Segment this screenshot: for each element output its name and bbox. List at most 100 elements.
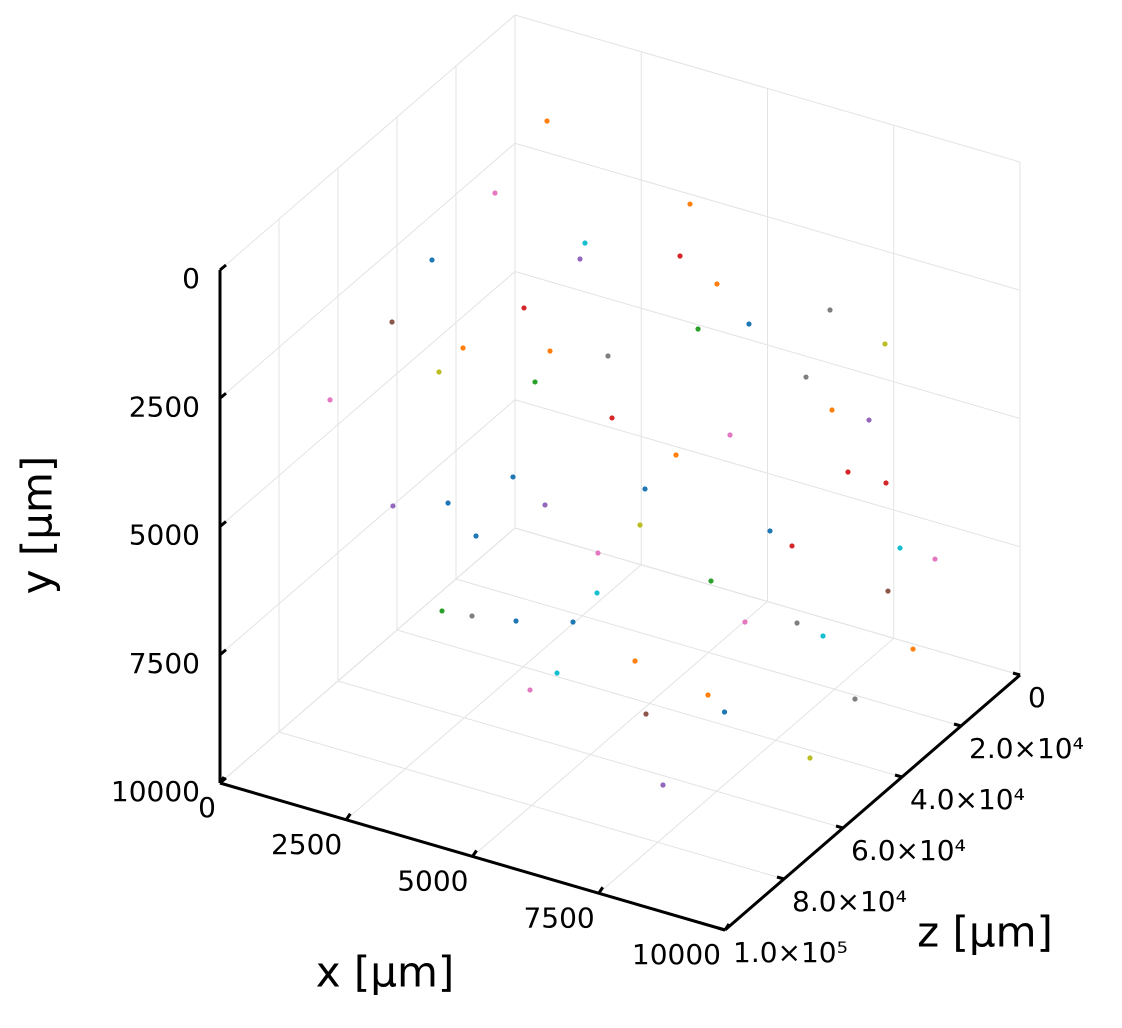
y-tick-label: 7500 xyxy=(129,647,200,680)
point xyxy=(547,348,553,354)
point xyxy=(687,201,693,207)
tick-mark xyxy=(717,926,726,932)
point xyxy=(436,369,442,375)
grid-line xyxy=(337,680,844,829)
point xyxy=(807,755,813,761)
point xyxy=(721,709,728,715)
tick-mark xyxy=(776,875,785,881)
tick-mark xyxy=(835,824,844,830)
z-axis-title: z [μm] xyxy=(917,908,1053,957)
tick-mark xyxy=(219,648,227,656)
point xyxy=(390,503,396,509)
point xyxy=(513,618,519,624)
point xyxy=(866,417,872,423)
x-tick-label: 0 xyxy=(198,791,216,824)
z-tick-label: 2.0×10⁴ xyxy=(969,732,1084,765)
point xyxy=(742,619,748,625)
grid-line xyxy=(396,629,903,778)
grid-line xyxy=(514,142,1021,291)
point xyxy=(660,782,666,788)
point xyxy=(708,578,714,584)
y-tick-label: 0 xyxy=(182,262,200,295)
grid-line xyxy=(472,601,768,857)
point xyxy=(885,588,891,594)
tick-mark xyxy=(218,776,226,784)
grid-line xyxy=(514,271,1021,419)
point xyxy=(554,670,560,676)
tick-mark xyxy=(597,886,604,895)
point xyxy=(594,590,600,596)
point xyxy=(637,522,643,528)
point xyxy=(845,469,851,475)
x-tick-label: 7500 xyxy=(523,901,594,934)
point xyxy=(532,379,538,385)
tick-mark xyxy=(219,392,227,400)
point xyxy=(897,545,903,551)
x-tick-label: 5000 xyxy=(397,865,468,898)
point xyxy=(882,341,888,347)
z-tick-label: 8.0×10⁴ xyxy=(792,885,907,918)
tick-mark xyxy=(723,923,731,931)
x-axis-title: x [μm] xyxy=(316,948,455,997)
tick-mark xyxy=(471,849,478,858)
point xyxy=(727,432,733,438)
point xyxy=(746,321,752,327)
point xyxy=(609,415,615,421)
grid-line xyxy=(219,14,516,271)
y-axis-title: y [μm] xyxy=(13,456,62,595)
point xyxy=(789,543,795,549)
grid-line xyxy=(455,578,962,727)
point xyxy=(445,500,451,506)
point xyxy=(794,620,800,626)
grid-line xyxy=(219,399,516,656)
point xyxy=(643,711,649,717)
point xyxy=(829,407,835,413)
point xyxy=(883,480,889,486)
point xyxy=(820,633,826,639)
grid-line xyxy=(514,14,1021,163)
point xyxy=(582,240,588,246)
tick-mark xyxy=(219,520,227,528)
tick-mark xyxy=(894,773,903,779)
tick-mark xyxy=(219,263,227,272)
grid-line xyxy=(345,564,642,821)
grid-line xyxy=(219,142,516,399)
point xyxy=(439,608,445,614)
z-tick-label: 4.0×10⁴ xyxy=(910,783,1025,816)
y-tick-label: 10000 xyxy=(111,775,200,808)
point xyxy=(595,550,601,556)
y-tick-label: 5000 xyxy=(129,519,200,552)
point xyxy=(714,281,720,287)
point xyxy=(605,353,611,359)
grid-line xyxy=(219,527,516,784)
x-tick-label: 2500 xyxy=(271,828,342,861)
point xyxy=(469,613,475,619)
point xyxy=(767,528,773,534)
grid-line xyxy=(278,731,785,880)
point xyxy=(932,556,938,562)
point xyxy=(705,692,711,698)
point xyxy=(527,687,533,693)
tick-mark xyxy=(953,722,962,728)
point xyxy=(910,646,916,652)
y-tick-label: 2500 xyxy=(129,390,200,423)
point xyxy=(642,486,648,492)
point xyxy=(492,190,498,196)
point xyxy=(473,533,479,539)
z-tick-label: 0 xyxy=(1028,681,1046,714)
point xyxy=(460,345,466,351)
z-tick-label: 1.0×10⁵ xyxy=(733,936,848,969)
point xyxy=(632,658,638,664)
point xyxy=(544,118,550,124)
point xyxy=(510,474,516,480)
point xyxy=(803,374,809,380)
point xyxy=(577,256,583,262)
point xyxy=(570,619,576,625)
point xyxy=(695,326,701,332)
point xyxy=(542,502,548,508)
point xyxy=(677,253,683,259)
grid-line xyxy=(598,637,895,894)
grid-line xyxy=(514,399,1021,548)
point xyxy=(673,452,679,458)
tick-mark xyxy=(1012,671,1021,677)
